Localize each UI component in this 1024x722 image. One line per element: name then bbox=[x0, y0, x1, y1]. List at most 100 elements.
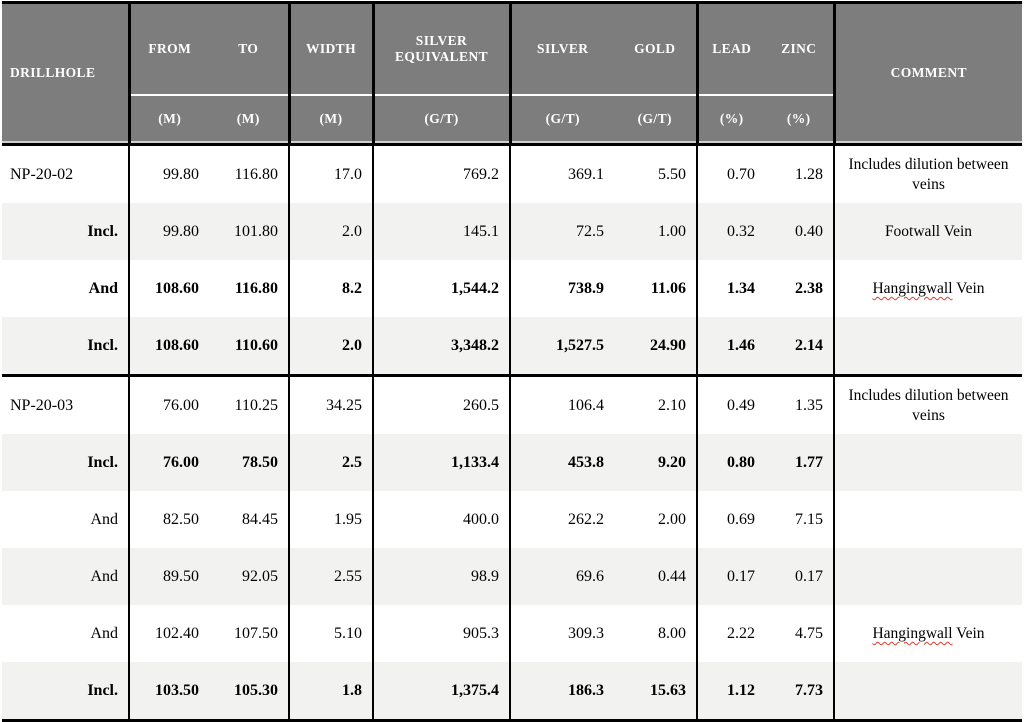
table-row: NP-20-03 76.00 110.25 34.25 260.5 106.4 2.10 0.… bbox=[2, 375, 1022, 434]
cell-to: 110.60 bbox=[209, 317, 290, 377]
cell-gold: 5.50 bbox=[614, 144, 698, 203]
misspelled-word: Hangingwall bbox=[872, 624, 953, 642]
cell-gold: 2.00 bbox=[614, 491, 698, 548]
cell-gold: 15.63 bbox=[614, 662, 698, 721]
cell-lead: 0.70 bbox=[727, 165, 755, 183]
cell-width: 1.8 bbox=[289, 662, 374, 721]
cell-gold: 8.00 bbox=[614, 605, 698, 662]
cell-zinc: 4.75 bbox=[765, 605, 835, 662]
table-body: NP-20-02 99.80 116.80 17.0 769.2 369.1 5.50 0.7… bbox=[2, 144, 1022, 721]
cell-lead: 1.12 bbox=[697, 662, 765, 721]
cell-width: 2.0 bbox=[289, 203, 374, 260]
header-zinc: ZINC bbox=[765, 2, 836, 96]
header-from: FROM bbox=[129, 2, 209, 96]
header-silver: SILVER bbox=[510, 2, 614, 96]
cell-comment bbox=[834, 548, 1022, 605]
misspelled-word: Hangingwall bbox=[872, 279, 953, 297]
cell-drillhole: And bbox=[2, 548, 130, 605]
cell-lead: 2.22 bbox=[727, 624, 755, 642]
cell-silver: 69.6 bbox=[510, 548, 614, 605]
cell-to: 84.45 bbox=[209, 491, 290, 548]
cell-gold: 1.00 bbox=[614, 203, 698, 260]
table-row: And 89.50 92.05 2.55 98.9 69.6 0.44 0.17 0.17 bbox=[2, 548, 1022, 605]
table-row: And 108.60 116.80 8.2 1,544.2 738.9 11.06 1.34 2… bbox=[2, 260, 1022, 317]
cell-from: 76.00 bbox=[129, 434, 209, 491]
cell-silver-equivalent: 1,133.4 bbox=[373, 434, 511, 491]
cell-to: 78.50 bbox=[209, 434, 290, 491]
cell-comment: Hangingwall Vein bbox=[872, 624, 985, 642]
cell-lead: 0.80 bbox=[697, 434, 765, 491]
table-row: And 102.40 107.50 5.10 905.3 309.3 8.00 2.22 4.7… bbox=[2, 605, 1022, 662]
header-drillhole: DRILLHOLE bbox=[2, 2, 131, 141]
cell-from: 82.50 bbox=[163, 510, 199, 528]
cell-drillhole: Incl. bbox=[2, 203, 130, 260]
cell-to: 107.50 bbox=[209, 605, 290, 662]
cell-drillhole: Incl. bbox=[2, 662, 130, 721]
cell-drillhole: Incl. bbox=[2, 434, 130, 491]
cell-zinc: 7.15 bbox=[765, 491, 835, 548]
cell-from: 108.60 bbox=[155, 279, 199, 297]
header-width: WIDTH bbox=[289, 2, 375, 96]
cell-drillhole: NP-20-03 bbox=[2, 375, 130, 434]
cell-to: 92.05 bbox=[209, 548, 290, 605]
cell-zinc: 0.17 bbox=[765, 548, 835, 605]
cell-zinc: 1.35 bbox=[765, 375, 835, 434]
cell-drillhole: NP-20-02 bbox=[2, 144, 130, 203]
cell-silver-equivalent: 260.5 bbox=[373, 375, 511, 434]
cell-lead: 0.49 bbox=[727, 396, 755, 414]
unit-lead: (%) bbox=[697, 95, 765, 141]
table-row: Incl. 99.80 101.80 2.0 145.1 72.5 1.00 0.32 0.40… bbox=[2, 203, 1022, 260]
unit-silver: (G/T) bbox=[510, 95, 614, 141]
unit-gold: (G/T) bbox=[614, 95, 699, 141]
cell-zinc: 7.73 bbox=[765, 662, 835, 721]
cell-gold: 11.06 bbox=[614, 260, 698, 317]
table-row: Incl. 76.00 78.50 2.5 1,133.4 453.8 9.20 0.80 1.… bbox=[2, 434, 1022, 491]
cell-silver: 309.3 bbox=[568, 624, 604, 642]
cell-lead: 1.34 bbox=[727, 279, 755, 297]
cell-silver-equivalent: 905.3 bbox=[373, 605, 511, 662]
cell-silver: 738.9 bbox=[568, 279, 604, 297]
table-header: DRILLHOLE FROM TO WIDTH SILVER EQUIVALEN… bbox=[2, 2, 1022, 146]
cell-silver-equivalent: 1,375.4 bbox=[373, 662, 511, 721]
cell-lead: 0.17 bbox=[697, 548, 765, 605]
cell-comment bbox=[834, 434, 1022, 491]
unit-silver-equivalent: (G/T) bbox=[373, 95, 512, 141]
cell-silver-equivalent: 3,348.2 bbox=[373, 317, 511, 377]
cell-drillhole: And bbox=[2, 605, 130, 662]
cell-zinc: 1.28 bbox=[765, 144, 835, 203]
cell-zinc: 1.77 bbox=[765, 434, 835, 491]
cell-width: 2.5 bbox=[289, 434, 374, 491]
cell-comment: Footwall Vein bbox=[834, 203, 1022, 260]
cell-to: 101.80 bbox=[209, 203, 290, 260]
cell-width: 8.2 bbox=[289, 260, 374, 317]
cell-lead: 0.69 bbox=[727, 510, 755, 528]
cell-from: 102.40 bbox=[155, 624, 199, 642]
cell-width: 2.55 bbox=[289, 548, 374, 605]
cell-from: 89.50 bbox=[129, 548, 209, 605]
cell-from: 76.00 bbox=[163, 396, 199, 414]
cell-to: 105.30 bbox=[209, 662, 290, 721]
cell-gold: 0.44 bbox=[614, 548, 698, 605]
cell-width: 5.10 bbox=[289, 605, 374, 662]
unit-zinc: (%) bbox=[765, 95, 836, 141]
cell-silver-equivalent: 1,544.2 bbox=[373, 260, 511, 317]
cell-gold: 9.20 bbox=[614, 434, 698, 491]
cell-comment bbox=[834, 662, 1022, 721]
cell-to: 110.25 bbox=[209, 375, 290, 434]
cell-drillhole: And bbox=[2, 260, 130, 317]
table-row: NP-20-02 99.80 116.80 17.0 769.2 369.1 5.50 0.7… bbox=[2, 144, 1022, 203]
cell-lead: 1.46 bbox=[697, 317, 765, 377]
cell-silver-equivalent: 400.0 bbox=[373, 491, 511, 548]
cell-silver-equivalent: 145.1 bbox=[373, 203, 511, 260]
cell-width: 17.0 bbox=[289, 144, 374, 203]
header-silver-equivalent: SILVER EQUIVALENT bbox=[373, 2, 512, 96]
cell-zinc: 2.38 bbox=[765, 260, 835, 317]
cell-silver-equivalent: 98.9 bbox=[373, 548, 511, 605]
cell-comment bbox=[834, 317, 1022, 377]
cell-from: 108.60 bbox=[129, 317, 209, 377]
cell-width: 2.0 bbox=[289, 317, 374, 377]
header-to: TO bbox=[209, 2, 291, 96]
header-name-row: DRILLHOLE FROM TO WIDTH SILVER EQUIVALEN… bbox=[2, 2, 1022, 141]
unit-width: (M) bbox=[289, 95, 375, 141]
header-comment: COMMENT bbox=[834, 2, 1022, 141]
